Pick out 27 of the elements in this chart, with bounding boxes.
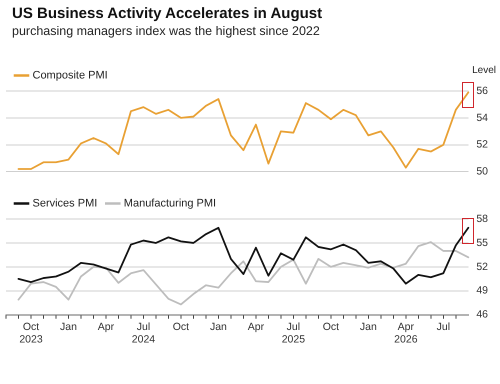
- chart-title: US Business Activity Accelerates in August: [12, 5, 322, 22]
- legend-label: Manufacturing PMI: [124, 198, 216, 210]
- x-tick-label: Jan: [360, 320, 377, 333]
- y-axis-title: Level: [472, 65, 496, 76]
- x-tick-label: Jan: [60, 320, 78, 333]
- y-tick-label: 52: [476, 260, 488, 273]
- x-tick-label: Jul: [436, 320, 450, 333]
- x-tick-label: Apr: [98, 320, 115, 333]
- y-tick-label: 54: [476, 112, 488, 124]
- y-tick-label: 50: [476, 166, 488, 178]
- y-tick-label: 55: [476, 236, 488, 249]
- x-tick-label: Jul 2025: [282, 320, 306, 346]
- x-tick-label: Apr 2026: [394, 320, 418, 346]
- x-tick-label: Oct: [322, 320, 340, 333]
- y-tick-label: 58: [476, 212, 488, 225]
- x-tick-label: Oct 2023: [19, 320, 43, 346]
- chart-subtitle: purchasing managers index was the highest since 2022: [12, 24, 320, 38]
- y-tick-label: 56: [476, 84, 488, 97]
- x-tick-label: Oct: [172, 320, 190, 333]
- x-tick-label: Jan: [210, 320, 228, 333]
- y-tick-label: 46: [476, 308, 488, 321]
- y-tick-label: 52: [476, 138, 488, 151]
- x-tick-label: Apr: [248, 320, 265, 333]
- legend-label: Composite PMI: [32, 70, 108, 82]
- y-tick-label: 49: [476, 284, 488, 297]
- x-tick-label: Jul 2024: [132, 320, 156, 346]
- legend-label: Services PMI: [32, 198, 98, 210]
